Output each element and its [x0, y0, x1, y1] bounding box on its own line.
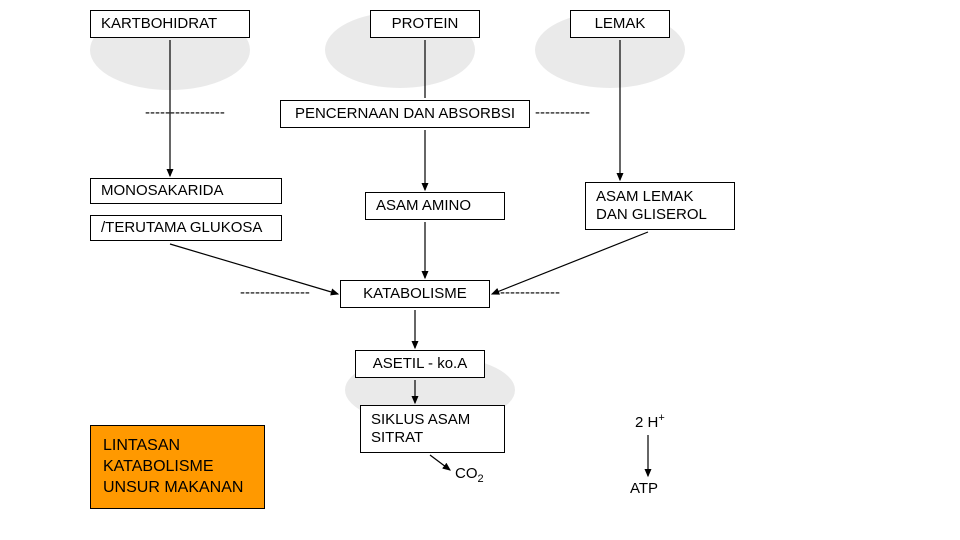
- dash-katabolisme-left: --------------: [240, 284, 310, 301]
- node-asam-lemak: ASAM LEMAKDAN GLISEROL: [585, 182, 735, 230]
- node-monosakarida: MONOSAKARIDA: [90, 178, 282, 204]
- dash-right: -----------: [535, 104, 590, 121]
- node-karbohidrat: KARTBOHIDRAT: [90, 10, 250, 38]
- label-2h-plus: 2 H+: [635, 412, 665, 431]
- dash-katabolisme-right: -------------: [495, 284, 560, 301]
- node-pencernaan: PENCERNAAN DAN ABSORBSI: [280, 100, 530, 128]
- node-katabolisme: KATABOLISME: [340, 280, 490, 308]
- node-asam-amino: ASAM AMINO: [365, 192, 505, 220]
- title-lintasan-katabolisme: LINTASANKATABOLISMEUNSUR MAKANAN: [90, 425, 265, 509]
- label-co2: CO2: [455, 465, 484, 485]
- node-siklus-asam-sitrat: SIKLUS ASAMSITRAT: [360, 405, 505, 453]
- label-atp: ATP: [630, 480, 658, 497]
- node-monosakarida-sub: /TERUTAMA GLUKOSA: [90, 215, 282, 241]
- dash-left: ----------------: [145, 104, 225, 121]
- node-asetil-koa: ASETIL - ko.A: [355, 350, 485, 378]
- node-protein: PROTEIN: [370, 10, 480, 38]
- node-lemak: LEMAK: [570, 10, 670, 38]
